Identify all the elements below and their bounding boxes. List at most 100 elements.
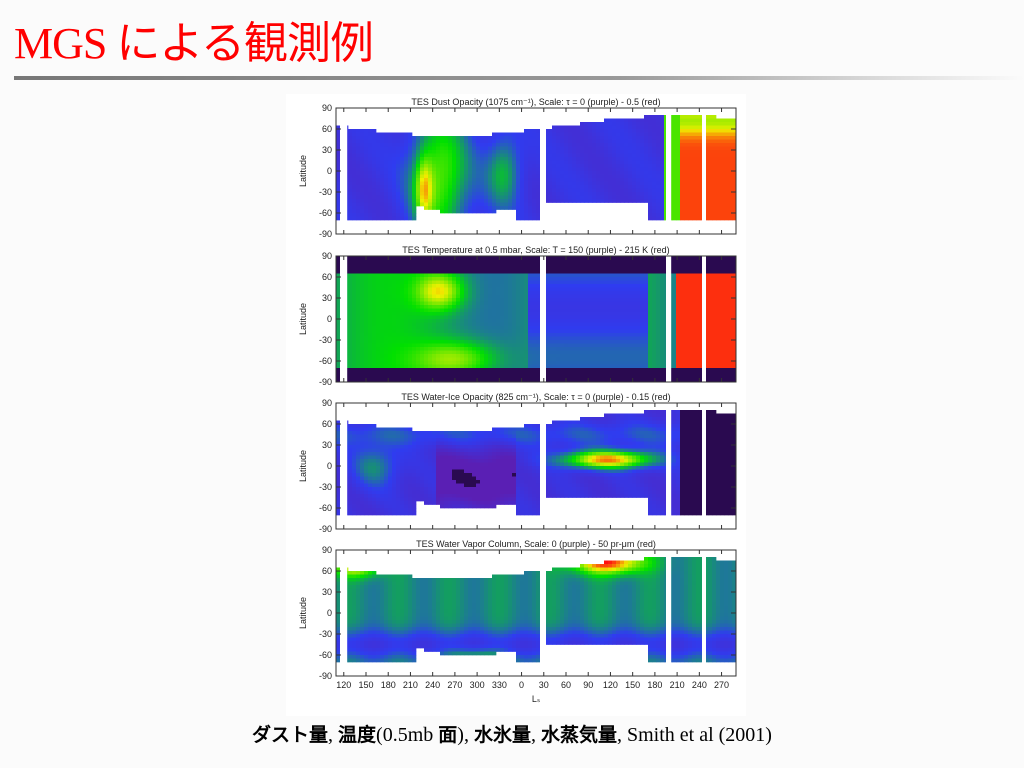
heatmap-cell <box>468 192 473 196</box>
heatmap-cell <box>520 371 525 376</box>
heatmap-cell <box>536 132 541 137</box>
heatmap-cell <box>576 259 581 264</box>
heatmap-cell <box>716 139 721 144</box>
heatmap-cell <box>572 371 577 376</box>
heatmap-cell <box>672 146 677 151</box>
heatmap-cell <box>500 326 505 330</box>
heatmap-cell <box>620 122 625 126</box>
heatmap-cell <box>580 273 585 278</box>
heatmap-cell <box>524 202 529 207</box>
heatmap-cell <box>520 192 525 196</box>
heatmap-cell <box>384 361 389 365</box>
heatmap-cell <box>412 263 417 267</box>
heatmap-cell <box>440 284 445 288</box>
heatmap-cell <box>464 340 469 344</box>
heatmap-cell <box>436 206 441 210</box>
heatmap-cell <box>376 174 381 179</box>
heatmap-cell <box>392 287 397 292</box>
heatmap-cell <box>616 188 621 193</box>
heatmap-cell <box>564 199 569 203</box>
heatmap-cell <box>388 308 393 313</box>
heatmap-cell <box>580 350 585 355</box>
heatmap-cell <box>600 277 605 281</box>
tes-figure-svg: TES Dust Opacity (1075 cm⁻¹), Scale: τ =… <box>298 97 737 704</box>
heatmap-cell <box>500 347 505 351</box>
heatmap-cell <box>640 136 645 140</box>
heatmap-cell <box>672 199 677 203</box>
heatmap-cell <box>464 270 469 274</box>
heatmap-cell <box>384 347 389 351</box>
heatmap-cell <box>600 354 605 358</box>
heatmap-cell <box>484 178 489 182</box>
heatmap-cell <box>732 132 737 137</box>
heatmap-cell <box>536 287 541 292</box>
heatmap-panel-1: TES Dust Opacity (1075 cm⁻¹), Scale: τ =… <box>298 97 737 239</box>
heatmap-cell <box>364 139 369 144</box>
heatmap-cell <box>604 277 609 281</box>
heatmap-cell <box>596 284 601 288</box>
heatmap-cell <box>360 326 365 330</box>
heatmap-cell <box>604 287 609 292</box>
heatmap-cell <box>632 146 637 151</box>
heatmap-cell <box>624 122 629 126</box>
heatmap-cell <box>584 305 589 309</box>
heatmap-cell <box>476 206 481 210</box>
heatmap-cell <box>496 185 501 189</box>
heatmap-cell <box>448 319 453 323</box>
heatmap-cell <box>400 368 405 372</box>
heatmap-cell <box>532 209 537 214</box>
heatmap-cell <box>632 125 637 130</box>
heatmap-cell <box>504 329 509 334</box>
heatmap-cell <box>556 308 561 313</box>
heatmap-cell <box>464 273 469 278</box>
heatmap-cell <box>536 350 541 355</box>
heatmap-cell <box>548 273 553 278</box>
heatmap-cell <box>412 202 417 207</box>
heatmap-cell <box>512 132 517 137</box>
heatmap-cell <box>556 273 561 278</box>
heatmap-cell <box>440 305 445 309</box>
heatmap-cell <box>564 291 569 295</box>
heatmap-cell <box>512 139 517 144</box>
heatmap-cell <box>648 178 653 182</box>
heatmap-cell <box>412 157 417 161</box>
heatmap-cell <box>560 181 565 186</box>
heatmap-cell <box>436 195 441 200</box>
heatmap-cell <box>572 125 577 130</box>
heatmap-cell <box>548 270 553 274</box>
heatmap-cell <box>436 343 441 348</box>
heatmap-cell <box>688 136 693 140</box>
heatmap-cell <box>396 150 401 154</box>
heatmap-cell <box>376 157 381 161</box>
heatmap-cell <box>372 136 377 140</box>
heatmap-cell <box>484 150 489 154</box>
heatmap-cell <box>392 284 397 288</box>
heatmap-cell <box>348 340 353 344</box>
heatmap-cell <box>480 174 485 179</box>
heatmap-cell <box>484 206 489 210</box>
heatmap-cell <box>504 277 509 281</box>
heatmap-cell <box>516 213 521 217</box>
heatmap-cell <box>548 305 553 309</box>
heatmap-cell <box>516 343 521 348</box>
heatmap-cell <box>468 375 473 379</box>
heatmap-cell <box>460 284 465 288</box>
heatmap-cell <box>556 336 561 341</box>
heatmap-cell <box>368 287 373 292</box>
heatmap-cell <box>548 132 553 137</box>
heatmap-cell <box>512 167 517 172</box>
heatmap-cell <box>500 160 505 165</box>
heatmap-cell <box>616 174 621 179</box>
heatmap-cell <box>544 157 549 161</box>
heatmap-cell <box>516 322 521 327</box>
heatmap-cell <box>416 364 421 369</box>
heatmap-cell <box>572 174 577 179</box>
heatmap-cell <box>680 181 685 186</box>
heatmap-cell <box>380 143 385 147</box>
heatmap-cell <box>360 216 365 221</box>
heatmap-cell <box>572 375 577 379</box>
heatmap-cell <box>464 322 469 327</box>
heatmap-cell <box>404 273 409 278</box>
heatmap-cell <box>452 266 457 271</box>
heatmap-cell <box>436 329 441 334</box>
